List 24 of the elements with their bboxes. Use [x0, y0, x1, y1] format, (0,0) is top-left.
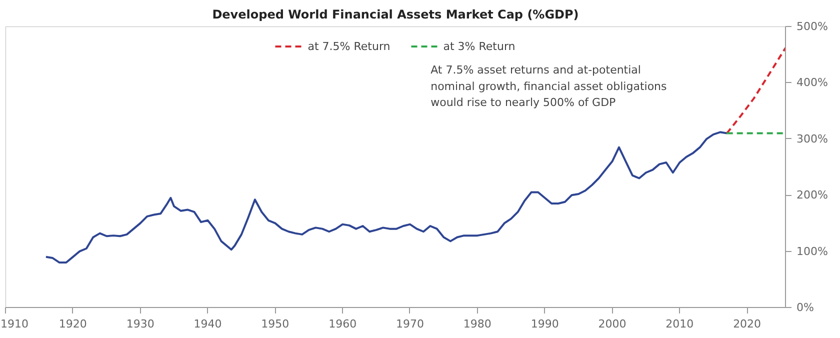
x-tick-label: 1930	[126, 318, 154, 330]
x-tick-label: 1940	[194, 318, 222, 330]
x-tick-label: 1970	[396, 318, 424, 330]
x-tick-label: 1920	[58, 318, 87, 330]
legend-label: at 3% Return	[443, 40, 516, 52]
legend-label: at 7.5% Return	[308, 40, 390, 52]
x-tick-label: 2010	[666, 318, 694, 330]
y-tick-label: 100%	[796, 244, 828, 258]
line-series	[726, 46, 786, 134]
x-tick-label: 1990	[530, 318, 559, 330]
annotation: At 7.5% asset returns and at-potential nominal growth, financial asset obligations would rise to nearly 500% of GDP	[430, 64, 668, 110]
y-tick-label: 200%	[796, 188, 828, 202]
x-tick-label: 1960	[328, 318, 357, 330]
y-tick-label: 300%	[796, 132, 828, 146]
x-tick-label: 2000	[598, 318, 626, 330]
y-tick-label: 400%	[796, 76, 828, 90]
x-tick-label: 1910	[0, 318, 28, 330]
line-series	[44, 131, 728, 264]
x-tick-label: 2020	[733, 318, 762, 330]
x-tick-label: 1980	[463, 318, 492, 330]
y-tick-label: 0%	[796, 301, 814, 314]
x-tick-label: 1950	[261, 318, 290, 330]
chart-title: Developed World Financial Assets Market Cap (%GDP)	[212, 8, 579, 22]
y-tick-label: 500%	[796, 20, 828, 33]
